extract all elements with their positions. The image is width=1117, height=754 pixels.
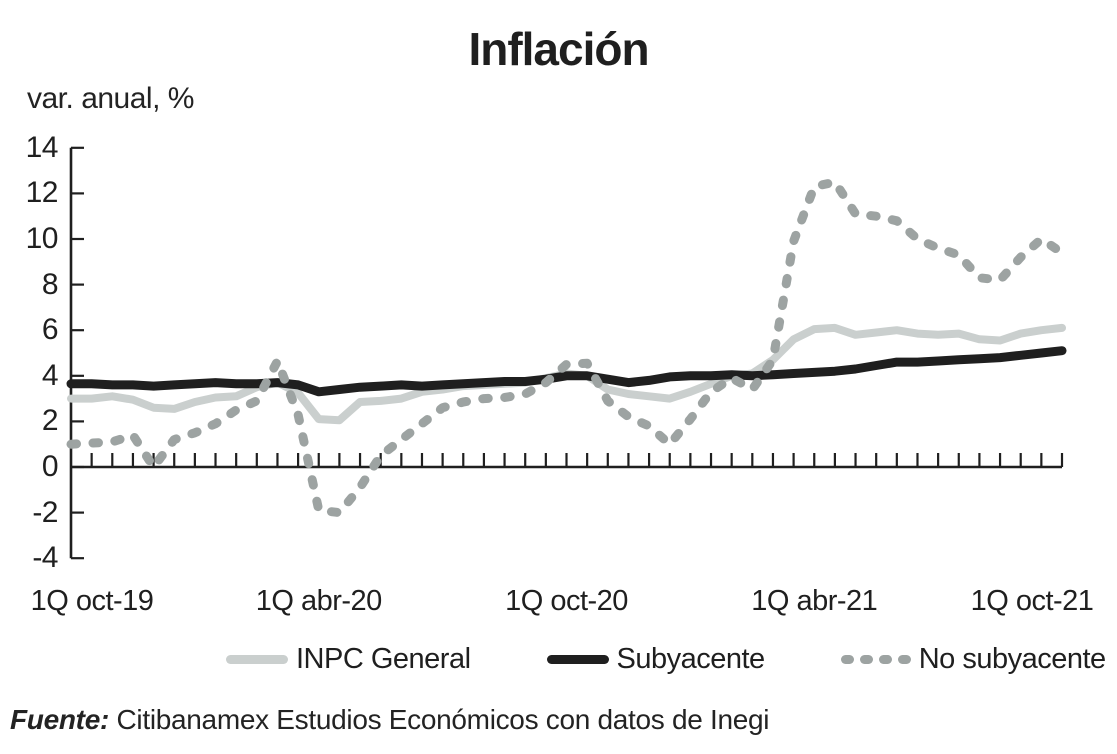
source-prefix: Fuente: bbox=[10, 704, 110, 735]
legend-swatch bbox=[546, 655, 609, 664]
y-tick-label: -2 bbox=[32, 495, 58, 529]
legend-item-no-subyacente: No subyacente bbox=[840, 643, 1106, 676]
y-tick-label: 2 bbox=[41, 404, 59, 438]
x-tick-label: 1Q abr-21 bbox=[751, 585, 878, 617]
legend-item-subyacente: Subyacente bbox=[546, 643, 766, 676]
legend-label: INPC General bbox=[296, 643, 471, 675]
source-note: Fuente: Citibanamex Estudios Económicos … bbox=[10, 704, 770, 736]
x-tick-label: 1Q oct-21 bbox=[970, 585, 1094, 617]
y-tick-label: 12 bbox=[25, 176, 59, 210]
legend-item-inpc-general: INPC General bbox=[226, 643, 471, 676]
y-axis-unit-label: var. anual, % bbox=[27, 82, 194, 115]
y-tick-label: 0 bbox=[41, 450, 59, 483]
source-text: Citibanamex Estudios Económicos con dato… bbox=[109, 704, 770, 735]
y-tick-label: 8 bbox=[41, 267, 59, 301]
y-tick-label: 10 bbox=[25, 222, 59, 255]
y-tick-label: -4 bbox=[32, 541, 58, 575]
series-line-no-subyacente bbox=[66, 177, 1067, 518]
y-tick-label: 6 bbox=[41, 313, 59, 347]
y-tick-label: 4 bbox=[41, 358, 59, 392]
chart-title: Inflación bbox=[468, 23, 649, 75]
legend-label: Subyacente bbox=[616, 643, 766, 675]
x-tick-label: 1Q oct-19 bbox=[30, 585, 154, 617]
legend-swatch bbox=[226, 655, 288, 664]
legend: INPC General Subyacente No subyacente bbox=[226, 643, 1106, 676]
x-tick-label: 1Q oct-20 bbox=[505, 585, 628, 617]
x-tick-label: 1Q abr-20 bbox=[255, 585, 383, 617]
series-line-subyacente bbox=[66, 346, 1067, 397]
y-tick-label: 14 bbox=[25, 130, 59, 164]
legend-swatch bbox=[840, 655, 911, 664]
legend-label: No subyacente bbox=[918, 643, 1106, 675]
